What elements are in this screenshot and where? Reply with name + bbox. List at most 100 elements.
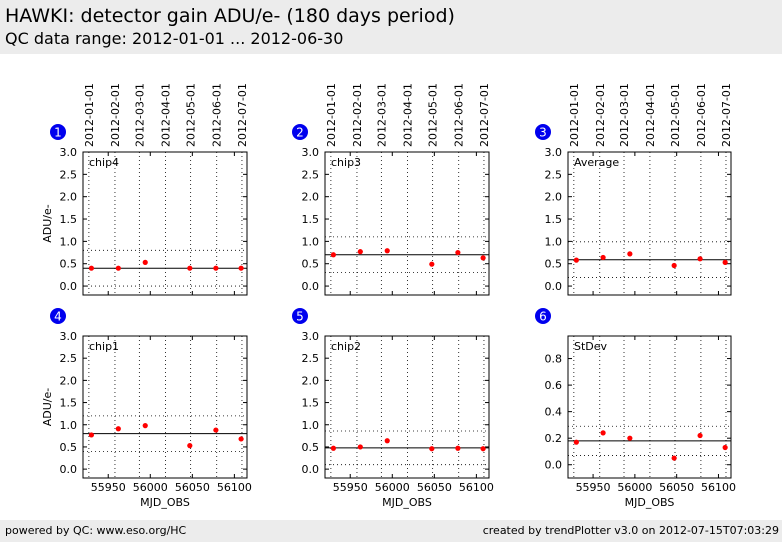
data-point bbox=[88, 265, 95, 271]
data-point bbox=[357, 444, 363, 450]
y-tick-label: 1.0 bbox=[302, 419, 320, 432]
date-tick-label: 2012-06-01 bbox=[211, 83, 224, 147]
data-point bbox=[330, 445, 337, 451]
x-tick-label: 56050 bbox=[175, 481, 210, 494]
y-tick-label: 1.5 bbox=[545, 213, 563, 226]
data-point bbox=[187, 265, 193, 271]
y-tick-label: 0.6 bbox=[545, 379, 563, 392]
x-tick-label: 55950 bbox=[333, 481, 368, 494]
y-tick-label: 2.5 bbox=[302, 168, 320, 181]
date-tick-label: 2012-05-01 bbox=[427, 83, 440, 147]
date-tick-label: 2012-05-01 bbox=[185, 83, 198, 147]
x-tick-label: 56100 bbox=[459, 481, 494, 494]
panel-badge bbox=[535, 124, 551, 140]
panel-badge bbox=[292, 124, 308, 140]
data-point bbox=[627, 251, 633, 257]
y-tick-label: 3.0 bbox=[302, 330, 320, 343]
date-tick-label: 2012-07-01 bbox=[236, 83, 249, 147]
chart-panel-1: 0.0 0.5 1.0 1.5 2.0 2.5 3.0 2012-01-01 2012-02-0… bbox=[41, 83, 249, 296]
panel-label: chip2 bbox=[331, 340, 361, 353]
x-tick-label: 56100 bbox=[701, 481, 736, 494]
data-point bbox=[455, 249, 461, 256]
panel-badge bbox=[50, 124, 66, 140]
y-tick-label: 3.0 bbox=[60, 146, 78, 159]
data-point bbox=[600, 254, 606, 261]
y-tick-label: 2.5 bbox=[60, 168, 78, 181]
data-point bbox=[429, 446, 435, 452]
panel-badge-number: 4 bbox=[54, 310, 62, 324]
date-tick-label: 2012-02-01 bbox=[351, 83, 364, 147]
data-point bbox=[142, 259, 148, 265]
panel-badge-number: 2 bbox=[296, 126, 304, 140]
y-tick-label: 0.5 bbox=[302, 258, 320, 271]
x-tick-label: 56050 bbox=[659, 481, 694, 494]
date-tick-label: 2012-01-01 bbox=[325, 83, 338, 147]
data-point bbox=[722, 444, 728, 451]
y-tick-label: 0.0 bbox=[545, 280, 563, 293]
plot-frame bbox=[567, 335, 732, 479]
y-tick-label: 1.5 bbox=[302, 397, 320, 410]
panel-badge-number: 5 bbox=[296, 310, 304, 324]
data-point bbox=[213, 265, 219, 271]
y-tick-label: 2.0 bbox=[545, 191, 563, 204]
y-tick-label: 0.5 bbox=[302, 441, 320, 454]
y-tick-label: 0.0 bbox=[302, 463, 320, 476]
date-tick-label: 2012-05-01 bbox=[669, 83, 682, 147]
data-point bbox=[238, 436, 244, 442]
y-tick-label: 0.5 bbox=[545, 258, 563, 271]
y-tick-label: 0.2 bbox=[545, 432, 563, 445]
y-tick-label: 1.0 bbox=[60, 419, 78, 432]
date-tick-label: 2012-03-01 bbox=[133, 83, 146, 147]
y-tick-label: 2.0 bbox=[302, 374, 320, 387]
y-tick-label: 3.0 bbox=[302, 146, 320, 159]
panel-badge bbox=[292, 308, 308, 324]
data-point bbox=[357, 249, 363, 255]
panel-badge bbox=[535, 308, 551, 324]
date-tick-label: 2012-01-01 bbox=[568, 83, 581, 147]
y-tick-label: 0.0 bbox=[545, 459, 563, 472]
plot-frame bbox=[82, 335, 248, 479]
y-tick-label: 1.5 bbox=[60, 213, 78, 226]
data-point bbox=[142, 423, 148, 429]
date-tick-label: 2012-02-01 bbox=[594, 83, 607, 147]
data-point bbox=[115, 426, 121, 432]
panel-label: StDev bbox=[574, 340, 608, 353]
panel-badge-number: 6 bbox=[539, 310, 547, 324]
date-tick-label: 2012-02-01 bbox=[109, 83, 122, 147]
data-point bbox=[697, 256, 703, 262]
y-tick-label: 1.5 bbox=[60, 397, 78, 410]
panel-badge-number: 3 bbox=[539, 126, 547, 140]
date-tick-label: 2012-01-01 bbox=[83, 83, 96, 147]
data-point bbox=[722, 259, 728, 265]
data-point bbox=[671, 455, 677, 461]
footer-generator: created by trendPlotter v3.0 on 2012-07-… bbox=[482, 524, 779, 537]
data-point bbox=[238, 265, 244, 271]
y-tick-label: 1.0 bbox=[302, 235, 320, 248]
x-tick-label: 56000 bbox=[375, 481, 410, 494]
y-tick-label: 1.5 bbox=[302, 213, 320, 226]
y-tick-label: 3.0 bbox=[60, 330, 78, 343]
y-tick-label: 2.0 bbox=[302, 191, 320, 204]
y-tick-label: 0.0 bbox=[60, 280, 78, 293]
panel-badge-number: 1 bbox=[54, 126, 62, 140]
x-tick-label: 56100 bbox=[217, 481, 252, 494]
data-point bbox=[627, 435, 633, 441]
panel-label: chip3 bbox=[331, 156, 361, 169]
panel-label: chip4 bbox=[89, 156, 119, 169]
date-tick-label: 2012-07-01 bbox=[478, 83, 491, 147]
y-axis-title: ADU/e- bbox=[41, 204, 54, 243]
data-point bbox=[455, 445, 461, 451]
data-point bbox=[671, 262, 677, 269]
page-subtitle: QC data range: 2012-01-01 ... 2012-06-30 bbox=[5, 29, 344, 48]
y-tick-label: 2.0 bbox=[60, 374, 78, 387]
page-title: HAWKI: detector gain ADU/e- (180 days pe… bbox=[5, 5, 455, 27]
y-tick-label: 2.0 bbox=[60, 191, 78, 204]
panel-label: chip1 bbox=[89, 340, 119, 353]
date-tick-label: 2012-04-01 bbox=[401, 83, 414, 147]
chart-panel-5: 0.0 0.5 1.0 1.5 2.0 2.5 3.0 55950 56000 56050 5610… bbox=[292, 308, 494, 509]
chart-panel-3: 0.0 0.5 1.0 1.5 2.0 2.5 3.0 2012-01-01 2012-02-0… bbox=[535, 83, 733, 296]
data-point bbox=[573, 439, 579, 445]
data-point bbox=[573, 257, 579, 263]
data-point bbox=[480, 446, 486, 452]
y-tick-label: 2.5 bbox=[302, 352, 320, 365]
